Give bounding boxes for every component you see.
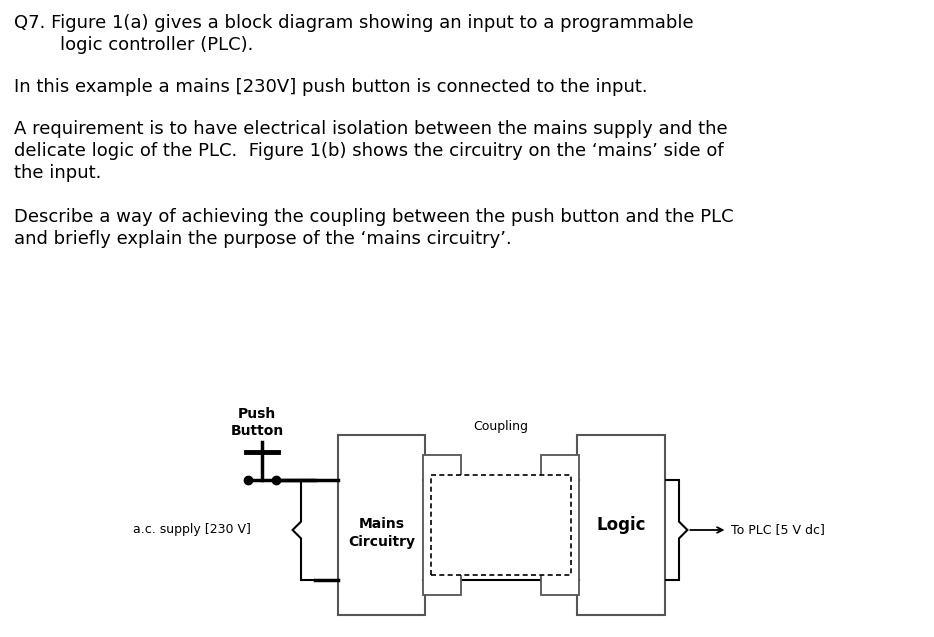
Text: Q7. Figure 1(a) gives a block diagram showing an input to a programmable: Q7. Figure 1(a) gives a block diagram sh… xyxy=(14,14,694,32)
Bar xyxy=(541,455,579,595)
Text: a.c. supply [230 V]: a.c. supply [230 V] xyxy=(133,524,251,536)
Bar xyxy=(431,475,571,575)
Text: Describe a way of achieving the coupling between the push button and the PLC: Describe a way of achieving the coupling… xyxy=(14,208,733,226)
Text: the input.: the input. xyxy=(14,164,102,182)
Text: A requirement is to have electrical isolation between the mains supply and the: A requirement is to have electrical isol… xyxy=(14,120,728,138)
Bar xyxy=(423,455,461,595)
Text: Coupling: Coupling xyxy=(474,420,529,433)
Text: To PLC [5 V dc]: To PLC [5 V dc] xyxy=(731,524,826,536)
Text: logic controller (PLC).: logic controller (PLC). xyxy=(14,36,253,54)
Text: Logic: Logic xyxy=(596,516,645,534)
Text: delicate logic of the PLC.  Figure 1(b) shows the circuitry on the ‘mains’ side : delicate logic of the PLC. Figure 1(b) s… xyxy=(14,142,724,160)
Text: In this example a mains [230V] push button is connected to the input.: In this example a mains [230V] push butt… xyxy=(14,78,647,96)
Bar xyxy=(338,435,425,615)
Bar xyxy=(577,435,665,615)
Text: Push
Button: Push Button xyxy=(231,406,284,438)
Text: Mains
Circuitry: Mains Circuitry xyxy=(348,517,415,549)
Text: and briefly explain the purpose of the ‘mains circuitry’.: and briefly explain the purpose of the ‘… xyxy=(14,230,512,248)
